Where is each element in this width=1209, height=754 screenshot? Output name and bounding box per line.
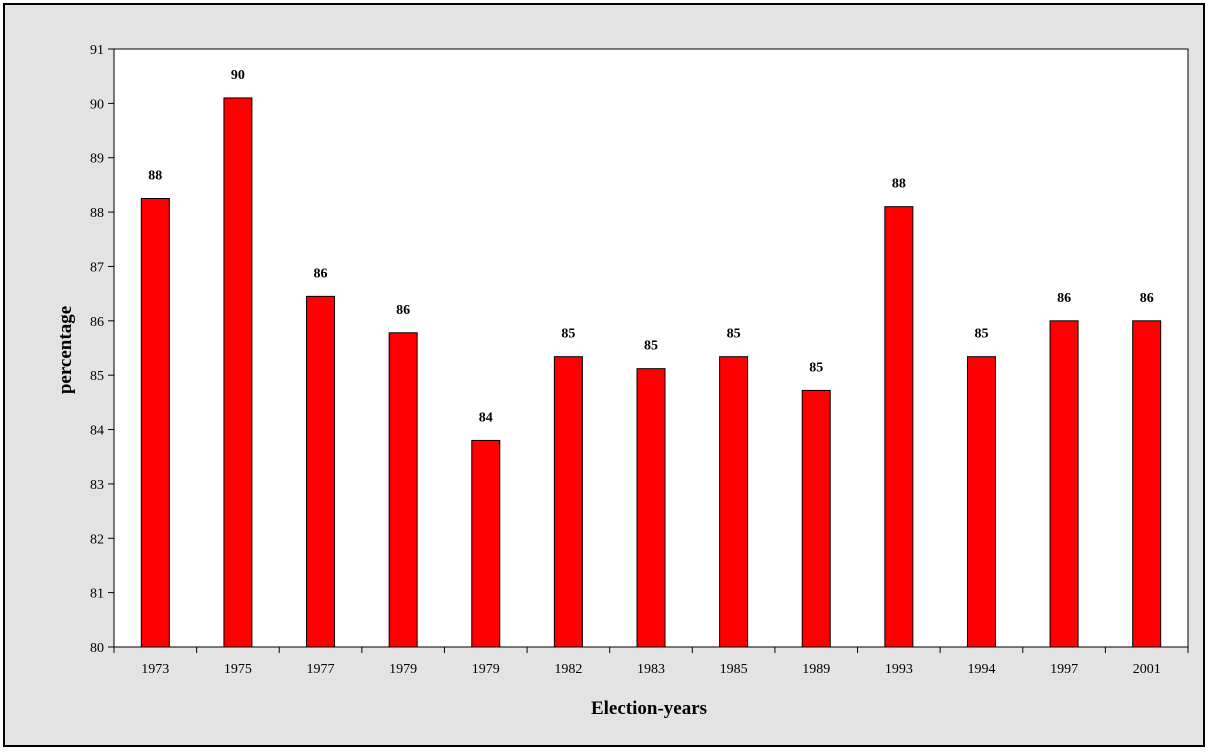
data-label: 88 (892, 177, 906, 192)
y-tick-label: 84 (90, 424, 104, 439)
data-label: 90 (231, 68, 245, 83)
bar (719, 356, 749, 648)
data-label: 85 (727, 327, 741, 342)
y-axis-title: percentage (55, 306, 76, 394)
y-tick-label: 88 (90, 206, 104, 221)
bar (884, 206, 914, 648)
bar (388, 332, 418, 648)
y-tick-label: 82 (90, 532, 104, 547)
y-tick-label: 85 (90, 369, 104, 384)
data-label: 86 (1140, 291, 1154, 306)
x-tick-label: 1979 (389, 662, 417, 677)
data-label: 85 (809, 360, 823, 375)
data-label: 85 (644, 339, 658, 354)
bar (801, 389, 831, 648)
data-label: 85 (561, 327, 575, 342)
bar (966, 356, 996, 648)
y-tick-label: 81 (90, 587, 104, 602)
x-tick-label: 1985 (720, 662, 748, 677)
x-axis: 1973 1975 1977 1979 1979 1982 1983 1985 1989 1993… (113, 647, 1189, 677)
bar (636, 368, 666, 648)
data-label: 85 (974, 327, 988, 342)
data-label: 86 (314, 266, 328, 281)
x-tick-label: 1997 (1050, 662, 1078, 677)
data-labels: 88 90 86 86 84 85 85 85 85 88 85 86 86 (148, 68, 1153, 425)
bar (1132, 320, 1162, 648)
chart-area: 80 81 82 83 84 85 86 87 88 89 90 91 1973 1975 1977 197… (3, 3, 1205, 747)
data-label: 86 (396, 303, 410, 318)
y-axis: 80 81 82 83 84 85 86 87 88 89 90 91 (90, 43, 114, 656)
data-label: 86 (1057, 291, 1071, 306)
bar (553, 356, 583, 648)
x-tick-label: 1977 (307, 662, 335, 677)
x-tick-label: 1982 (554, 662, 582, 677)
bar (140, 198, 170, 648)
y-tick-label: 86 (90, 315, 104, 330)
bar (471, 439, 501, 648)
plot-border (113, 48, 1189, 648)
y-tick-label: 90 (90, 97, 104, 112)
x-tick-label: 1975 (224, 662, 252, 677)
y-tick-label: 91 (90, 43, 104, 58)
bar (1049, 320, 1079, 648)
data-label: 88 (148, 169, 162, 184)
y-tick-label: 87 (90, 260, 104, 275)
x-tick-label: 1979 (472, 662, 500, 677)
y-tick-label: 89 (90, 152, 104, 167)
bar (306, 295, 336, 648)
bar (223, 97, 253, 648)
x-tick-label: 1993 (885, 662, 913, 677)
x-axis-title: Election-years (591, 698, 707, 719)
x-tick-label: 1989 (802, 662, 830, 677)
x-tick-label: 1994 (967, 662, 995, 677)
x-tick-label: 2001 (1133, 662, 1161, 677)
x-tick-label: 1983 (637, 662, 665, 677)
x-tick-label: 1973 (141, 662, 169, 677)
y-tick-label: 83 (90, 478, 104, 493)
y-tick-label: 80 (90, 641, 104, 656)
data-label: 84 (479, 410, 493, 425)
